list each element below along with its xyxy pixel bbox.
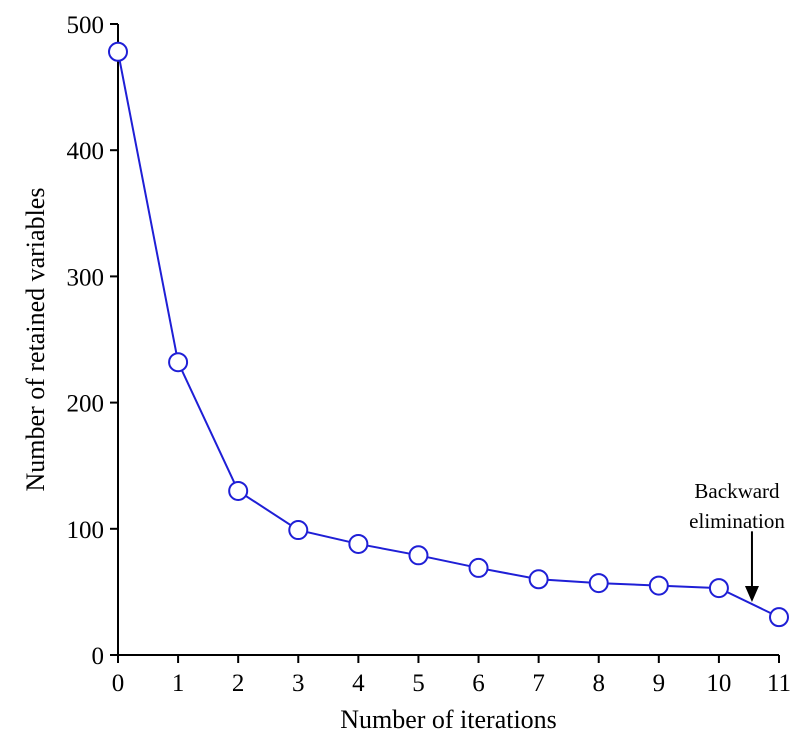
x-tick-label: 9 — [653, 670, 666, 697]
y-tick-label: 500 — [67, 12, 105, 39]
x-tick-label: 6 — [472, 670, 485, 697]
x-tick-label: 11 — [767, 670, 791, 697]
data-point — [408, 545, 429, 566]
x-tick-label: 1 — [172, 670, 185, 697]
annotation-arrow-head — [744, 585, 759, 602]
data-point — [228, 480, 249, 501]
annotation-line-2: elimination — [689, 509, 785, 533]
data-point — [708, 578, 729, 599]
series-line — [117, 51, 780, 619]
data-point — [528, 569, 549, 590]
y-axis-title: Number of retained variables — [21, 188, 50, 492]
axes — [117, 24, 779, 656]
data-point — [769, 607, 789, 628]
annotation-line-1: Backward — [694, 479, 780, 503]
data-point — [288, 520, 309, 541]
x-tick-label: 3 — [292, 670, 305, 697]
x-ticks: 0 1 2 3 4 5 6 7 8 9 10 11 — [112, 655, 791, 697]
y-tick-label: 300 — [67, 264, 105, 291]
series — [108, 41, 789, 628]
data-point — [348, 533, 369, 554]
annotation: Backward elimination — [689, 479, 785, 602]
x-tick-label: 2 — [232, 670, 245, 697]
data-point — [108, 41, 128, 62]
y-tick-label: 400 — [67, 138, 105, 165]
data-point — [648, 575, 669, 596]
y-tick-label: 100 — [67, 517, 105, 544]
x-axis-title: Number of iterations — [340, 705, 557, 734]
data-point — [588, 573, 609, 594]
x-tick-label: 5 — [412, 670, 425, 697]
x-tick-label: 7 — [532, 670, 545, 697]
x-tick-label: 8 — [592, 670, 605, 697]
x-tick-label: 0 — [112, 670, 125, 697]
data-point — [468, 557, 489, 578]
x-tick-label: 10 — [706, 670, 731, 697]
y-tick-label: 200 — [67, 391, 105, 418]
x-tick-label: 4 — [352, 670, 365, 697]
y-tick-label: 0 — [92, 643, 105, 670]
y-ticks: 0 100 200 300 400 500 — [67, 12, 118, 670]
data-point — [168, 352, 189, 373]
